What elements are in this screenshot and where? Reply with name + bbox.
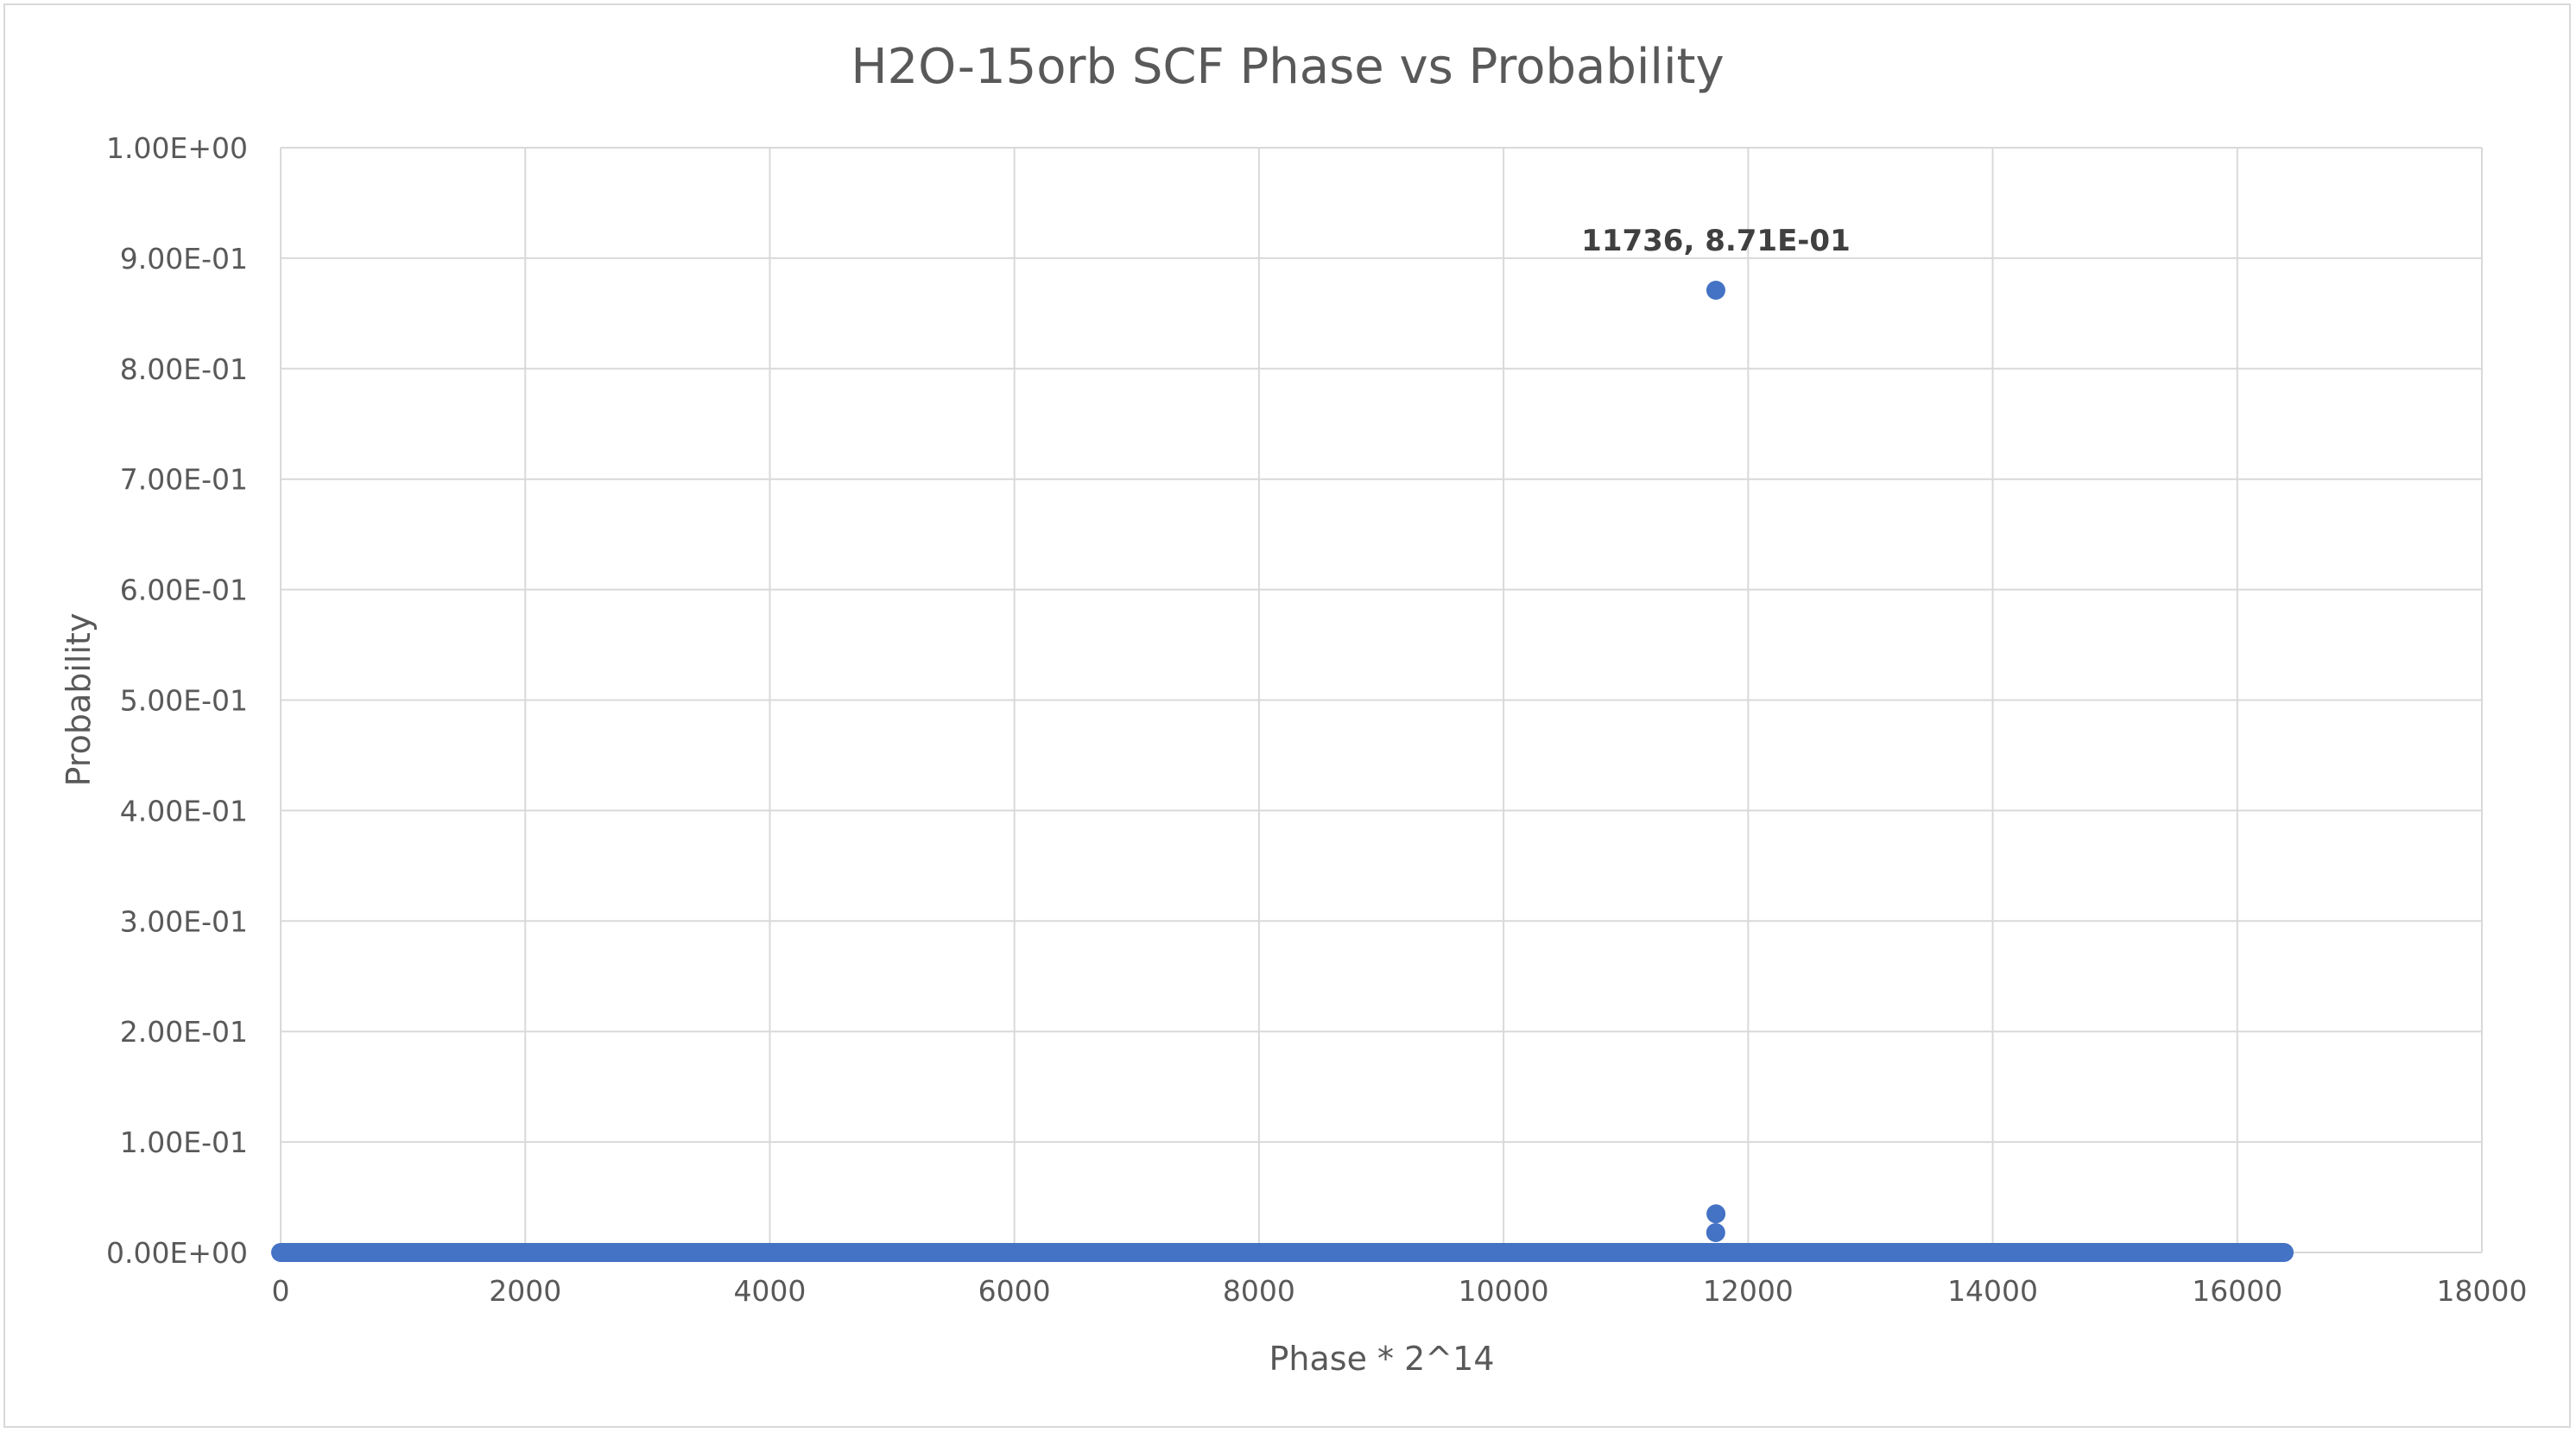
data-points [271,280,2294,1262]
x-tick-label: 8000 [1223,1274,1295,1308]
data-point [1706,280,1725,300]
y-tick-label: 3.00E-01 [120,904,248,938]
y-tick-label: 4.00E-01 [120,794,248,827]
x-tick-label: 10000 [1459,1274,1549,1308]
y-tick-label: 6.00E-01 [120,574,248,607]
chart-frame [3,3,2571,1428]
chart-title: H2O-15orb SCF Phase vs Probability [851,39,1724,95]
gridlines [280,147,2483,1253]
x-tick-label: 16000 [2192,1274,2282,1308]
data-label-peak: 11736, 8.71E-01 [1581,224,1851,258]
x-tick-label: 18000 [2437,1274,2528,1308]
x-axis-title: Phase * 2^14 [1269,1340,1495,1378]
y-tick-label: 8.00E-01 [120,352,248,386]
y-tick-label: 0.00E+00 [106,1236,248,1270]
x-tick-label: 2000 [489,1274,561,1308]
y-tick-label: 7.00E-01 [120,463,248,497]
y-tick-label: 1.00E-01 [120,1125,248,1159]
x-tick-label: 4000 [733,1274,806,1308]
y-tick-label: 9.00E-01 [120,242,248,276]
x-tick-label: 6000 [978,1274,1051,1308]
data-point [1706,1222,1725,1242]
x-tick-label: 14000 [1947,1274,2038,1308]
y-tick-label: 2.00E-01 [120,1015,248,1049]
y-tick-label: 1.00E+00 [106,131,248,165]
axes: 0.00E+00 1.00E-01 2.00E-01 3.00E-01 4.00E-01… [106,131,2527,1308]
data-labels: 11736, 8.71E-01 [1581,224,1851,258]
y-axis-title: Probability [60,613,98,787]
x-tick-label: 12000 [1703,1274,1794,1308]
data-point [1706,1204,1726,1224]
y-tick-label: 5.00E-01 [120,684,248,718]
x-tick-label: 0 [272,1274,290,1308]
